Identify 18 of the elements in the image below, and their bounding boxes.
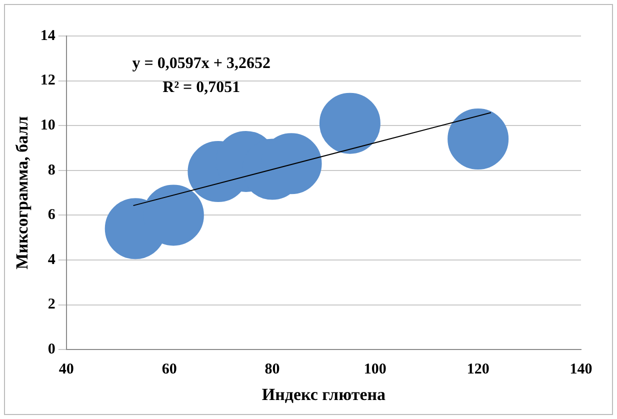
y-tick-label: 10 (40, 117, 56, 134)
x-tick-label: 60 (162, 361, 177, 378)
x-tick-label: 40 (58, 361, 74, 378)
y-tick-label: 0 (48, 341, 56, 358)
y-tick-label: 4 (48, 252, 56, 268)
x-tick-label: 80 (264, 361, 280, 378)
y-tick-label: 2 (48, 296, 56, 313)
y-tick-label: 14 (40, 28, 56, 44)
x-tick-label: 120 (466, 361, 490, 378)
annotation: R² = 0,7051 (162, 79, 240, 96)
x-tick-label: 140 (570, 361, 592, 378)
annotation: y = 0,0597x + 3,2652 (132, 55, 271, 72)
y-tick-label: 8 (48, 162, 56, 178)
x-tick-label: 100 (364, 361, 386, 378)
y-axis-title: Миксограмма, балл (12, 116, 32, 270)
y-tick-label: 6 (48, 207, 56, 224)
y-tick-label: 12 (40, 72, 56, 89)
x-axis-title: Индекс глютена (262, 385, 386, 404)
